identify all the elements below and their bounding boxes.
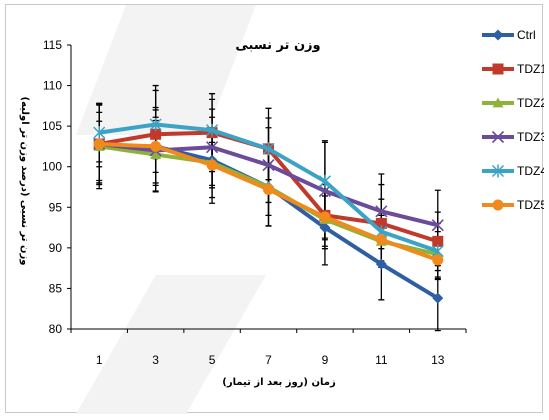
- legend-label: TDZ30: [517, 130, 544, 144]
- data-point: [262, 159, 275, 172]
- data-point: [319, 211, 331, 223]
- data-point: [318, 184, 331, 198]
- data-point: [262, 142, 275, 156]
- y-tick-label: 100: [42, 160, 62, 174]
- x-tick-label: 3: [152, 353, 159, 367]
- data-point: [375, 218, 387, 230]
- x-tick-label: 11: [375, 353, 388, 367]
- data-point: [375, 258, 387, 270]
- legend-item-tdz50: TDZ50: [482, 198, 544, 212]
- data-point: [319, 222, 331, 234]
- y-tick-label: 90: [49, 241, 63, 255]
- legend-label: TDZ40: [517, 164, 544, 178]
- axes: [70, 45, 466, 330]
- x-axis-label: زمان (روز بعد از تیمار): [222, 377, 336, 388]
- data-point: [206, 123, 219, 137]
- x-tick-label: 1: [96, 353, 103, 367]
- data-point: [432, 235, 444, 247]
- data-point: [263, 183, 274, 195]
- data-point: [149, 118, 162, 132]
- x-tick-label: 13: [431, 353, 445, 367]
- x-ticks: 1 3 5 7 9 11 13: [70, 329, 467, 367]
- data-point: [150, 140, 162, 152]
- legend-item-tdz40: TDZ40: [482, 164, 544, 178]
- y-tick-label: 80: [49, 322, 63, 336]
- data-point: [93, 138, 105, 150]
- x-tick-label: 5: [209, 353, 216, 367]
- data-point: [206, 141, 219, 154]
- legend-marker: [492, 199, 504, 211]
- data-point: [206, 159, 218, 171]
- series-tdz50-line: [93, 138, 444, 266]
- y-axis-label: وزن تر نسبی (درصد وزن تر اولیه): [19, 97, 30, 266]
- legend: Ctrl TDZ10 TDZ20 TDZ30 TDZ40 TDZ50: [482, 28, 544, 212]
- data-point: [150, 149, 162, 159]
- legend-marker: [492, 63, 504, 75]
- data-point: [318, 174, 331, 188]
- legend-item-tdz20: TDZ20: [482, 96, 544, 110]
- y-tick-label: 115: [43, 38, 62, 52]
- series-layer: [93, 84, 444, 332]
- legend-marker: [491, 164, 505, 178]
- legend-label: TDZ50: [517, 198, 544, 212]
- data-point: [375, 205, 388, 218]
- legend-item-ctrl: Ctrl: [482, 28, 536, 42]
- legend-item-tdz30: TDZ30: [482, 130, 544, 144]
- data-point: [431, 219, 444, 232]
- chart-title: وزن تر نسبی: [235, 38, 320, 53]
- legend-label: TDZ10: [517, 62, 544, 76]
- y-tick-label: 110: [43, 79, 62, 93]
- legend-marker: [492, 29, 504, 41]
- legend-item-tdz10: TDZ10: [482, 62, 544, 76]
- legend-label: TDZ20: [517, 96, 544, 110]
- x-tick-label: 9: [322, 353, 329, 367]
- chart-frame: وزن تر نسبی 80 85 90 95 100 105 110 115 1 3 5 7 9 11…: [5, 4, 544, 414]
- data-point: [432, 254, 444, 266]
- y-tick-label: 85: [49, 281, 63, 295]
- legend-marker: [492, 97, 504, 108]
- x-tick-label: 7: [265, 353, 272, 367]
- watermark: [76, 5, 266, 414]
- y-tick-label: 105: [42, 119, 62, 133]
- legend-label: Ctrl: [517, 28, 536, 42]
- data-point: [432, 292, 444, 304]
- data-point: [93, 126, 106, 140]
- series-tdz40-line: [93, 118, 444, 258]
- data-point: [375, 234, 387, 246]
- y-ticks: 80 85 90 95 100 105 110 115: [42, 38, 71, 336]
- y-tick-label: 95: [49, 200, 63, 214]
- data-point: [150, 128, 162, 140]
- legend-marker: [491, 130, 505, 144]
